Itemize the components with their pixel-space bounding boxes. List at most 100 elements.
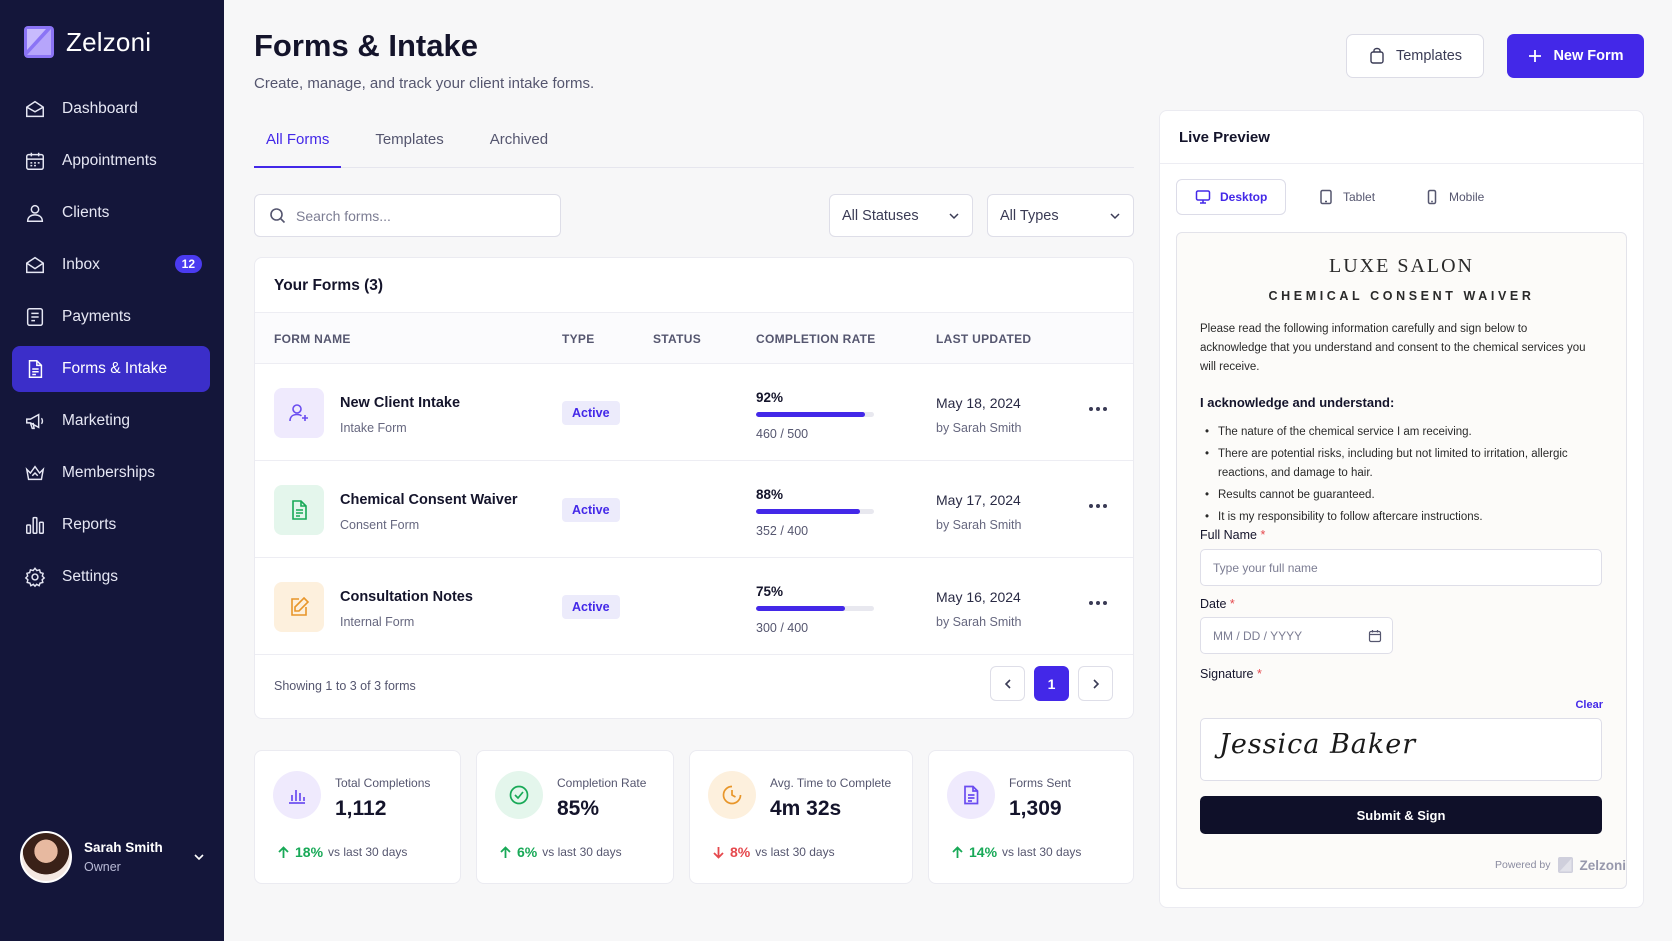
trend-percent: 18% <box>295 844 324 860</box>
shopping-bag-icon <box>1370 47 1384 64</box>
completion-count: 352 / 400 <box>756 524 809 538</box>
more-actions-icon[interactable] <box>1089 597 1111 609</box>
brand-name: Zelzoni <box>66 26 152 57</box>
document-icon <box>28 360 43 378</box>
type-select[interactable]: All Types <box>987 194 1134 237</box>
completion-progress-fill <box>756 509 860 514</box>
clock-icon <box>722 785 742 805</box>
check-circle-icon <box>509 785 529 805</box>
sidebar-item-forms-intake[interactable]: Forms & Intake <box>12 346 210 392</box>
chevron-down-icon <box>949 212 959 219</box>
more-actions-icon[interactable] <box>1089 500 1111 512</box>
page-1-button[interactable]: 1 <box>1034 666 1069 701</box>
dashboard-icon <box>26 100 44 118</box>
salon-brand-name: LUXE SALON <box>1329 255 1474 277</box>
prev-page-button[interactable] <box>990 666 1025 701</box>
signature-pad[interactable]: Jessica Baker <box>1200 718 1602 781</box>
device-toggle-desktop[interactable]: Desktop <box>1176 179 1287 215</box>
stat-card-completion-rate: Completion Rate 85% 6% vs last 30 days <box>476 750 674 884</box>
stat-icon <box>495 771 543 819</box>
form-name[interactable]: Chemical Consent Waiver <box>340 492 518 508</box>
tab-archived[interactable]: Archived <box>489 131 549 148</box>
row-icon <box>274 485 324 535</box>
sidebar-item-settings[interactable]: Settings <box>12 554 210 600</box>
sidebar: Zelzoni Dashboard Appointments Clients I… <box>0 0 224 941</box>
table-row[interactable]: Chemical Consent Waiver Consent Form Act… <box>255 462 1133 558</box>
sidebar-item-label: Marketing <box>62 412 131 429</box>
status-badge: Active <box>562 401 620 425</box>
forms-table-card: Your Forms (3) FORM NAME TYPE STATUS COM… <box>254 257 1134 719</box>
new-form-button[interactable]: New Form <box>1507 34 1644 78</box>
sidebar-item-label: Settings <box>62 568 119 585</box>
brand[interactable]: Zelzoni <box>24 26 151 58</box>
tab-all-forms[interactable]: All Forms <box>254 118 342 168</box>
column-header-last-updated: LAST UPDATED <box>936 332 1032 346</box>
sidebar-item-dashboard[interactable]: Dashboard <box>12 86 210 132</box>
last-updated-date: May 16, 2024 <box>936 589 1021 605</box>
user-menu[interactable]: Sarah Smith Owner <box>20 831 206 883</box>
column-header-type: TYPE <box>562 332 595 346</box>
sidebar-item-memberships[interactable]: Memberships <box>12 450 210 496</box>
device-toggle-mobile[interactable]: Mobile <box>1406 179 1502 215</box>
sidebar-item-clients[interactable]: Clients <box>12 190 210 236</box>
search-input[interactable] <box>296 207 536 224</box>
sidebar-item-appointments[interactable]: Appointments <box>12 138 210 184</box>
status-badge: Active <box>562 595 620 619</box>
calendar-icon <box>26 152 44 170</box>
sidebar-item-label: Clients <box>62 204 110 221</box>
stat-icon <box>947 771 995 819</box>
last-updated-date: May 17, 2024 <box>936 492 1021 508</box>
next-page-button[interactable] <box>1078 666 1113 701</box>
file-text-icon <box>964 785 979 805</box>
form-name[interactable]: Consultation Notes <box>340 589 473 605</box>
status-select-value: All Statuses <box>842 207 919 224</box>
acknowledge-heading: I acknowledge and understand: <box>1200 395 1395 410</box>
templates-button[interactable]: Templates <box>1346 34 1484 78</box>
more-actions-icon[interactable] <box>1089 403 1111 415</box>
list-item: There are potential risks, including but… <box>1200 445 1600 483</box>
status-badge: Active <box>562 498 620 522</box>
stat-value: 1,309 <box>1009 797 1062 820</box>
trend-percent: 6% <box>517 844 538 860</box>
tab-templates[interactable]: Templates <box>375 131 444 148</box>
user-icon <box>26 204 44 222</box>
date-input[interactable]: MM / DD / YYYY <box>1200 617 1393 654</box>
stat-icon <box>708 771 756 819</box>
chevron-left-icon <box>1004 678 1011 689</box>
sidebar-item-marketing[interactable]: Marketing <box>12 398 210 444</box>
column-header-completion-rate: COMPLETION RATE <box>756 332 876 346</box>
trend-compare: vs last 30 days <box>1002 845 1082 859</box>
row-icon <box>274 388 324 438</box>
table-row[interactable]: New Client Intake Intake Form Active 92%… <box>255 365 1133 461</box>
signature-label: Signature * <box>1200 667 1262 681</box>
page-title: Forms & Intake <box>254 28 478 63</box>
table-row[interactable]: Consultation Notes Internal Form Active … <box>255 559 1133 655</box>
last-updated-date: May 18, 2024 <box>936 395 1021 411</box>
device-toggle-tablet[interactable]: Tablet <box>1300 179 1393 215</box>
full-name-input[interactable] <box>1200 549 1602 586</box>
arrow-up-icon <box>278 845 289 858</box>
completion-progress-bar <box>756 606 874 611</box>
sidebar-item-inbox[interactable]: Inbox 12 <box>12 242 210 288</box>
form-preview-document: LUXE SALON CHEMICAL CONSENT WAIVER Pleas… <box>1176 232 1627 889</box>
chevron-down-icon[interactable] <box>192 850 206 864</box>
sidebar-item-payments[interactable]: Payments <box>12 294 210 340</box>
full-name-label: Full Name * <box>1200 528 1266 542</box>
sidebar-item-reports[interactable]: Reports <box>12 502 210 548</box>
stat-trend: 14% vs last 30 days <box>951 844 1081 860</box>
clear-signature-button[interactable]: Clear <box>1575 699 1603 711</box>
form-type: Intake Form <box>340 421 407 435</box>
acknowledge-list: The nature of the chemical service I am … <box>1200 423 1600 530</box>
stat-card-avg-time: Avg. Time to Complete 4m 32s 8% vs last … <box>689 750 913 884</box>
calendar-icon[interactable] <box>1368 629 1382 643</box>
list-item: It is my responsibility to follow afterc… <box>1200 508 1600 527</box>
form-name[interactable]: New Client Intake <box>340 395 461 411</box>
status-select[interactable]: All Statuses <box>829 194 973 237</box>
inbox-count-badge: 12 <box>174 255 202 273</box>
column-header-form-name: FORM NAME <box>274 332 351 346</box>
monitor-icon <box>1195 190 1211 204</box>
templates-button-label: Templates <box>1395 48 1463 64</box>
completion-count: 300 / 400 <box>756 621 809 635</box>
completion-progress-fill <box>756 606 845 611</box>
submit-sign-button[interactable]: Submit & Sign <box>1200 796 1602 834</box>
